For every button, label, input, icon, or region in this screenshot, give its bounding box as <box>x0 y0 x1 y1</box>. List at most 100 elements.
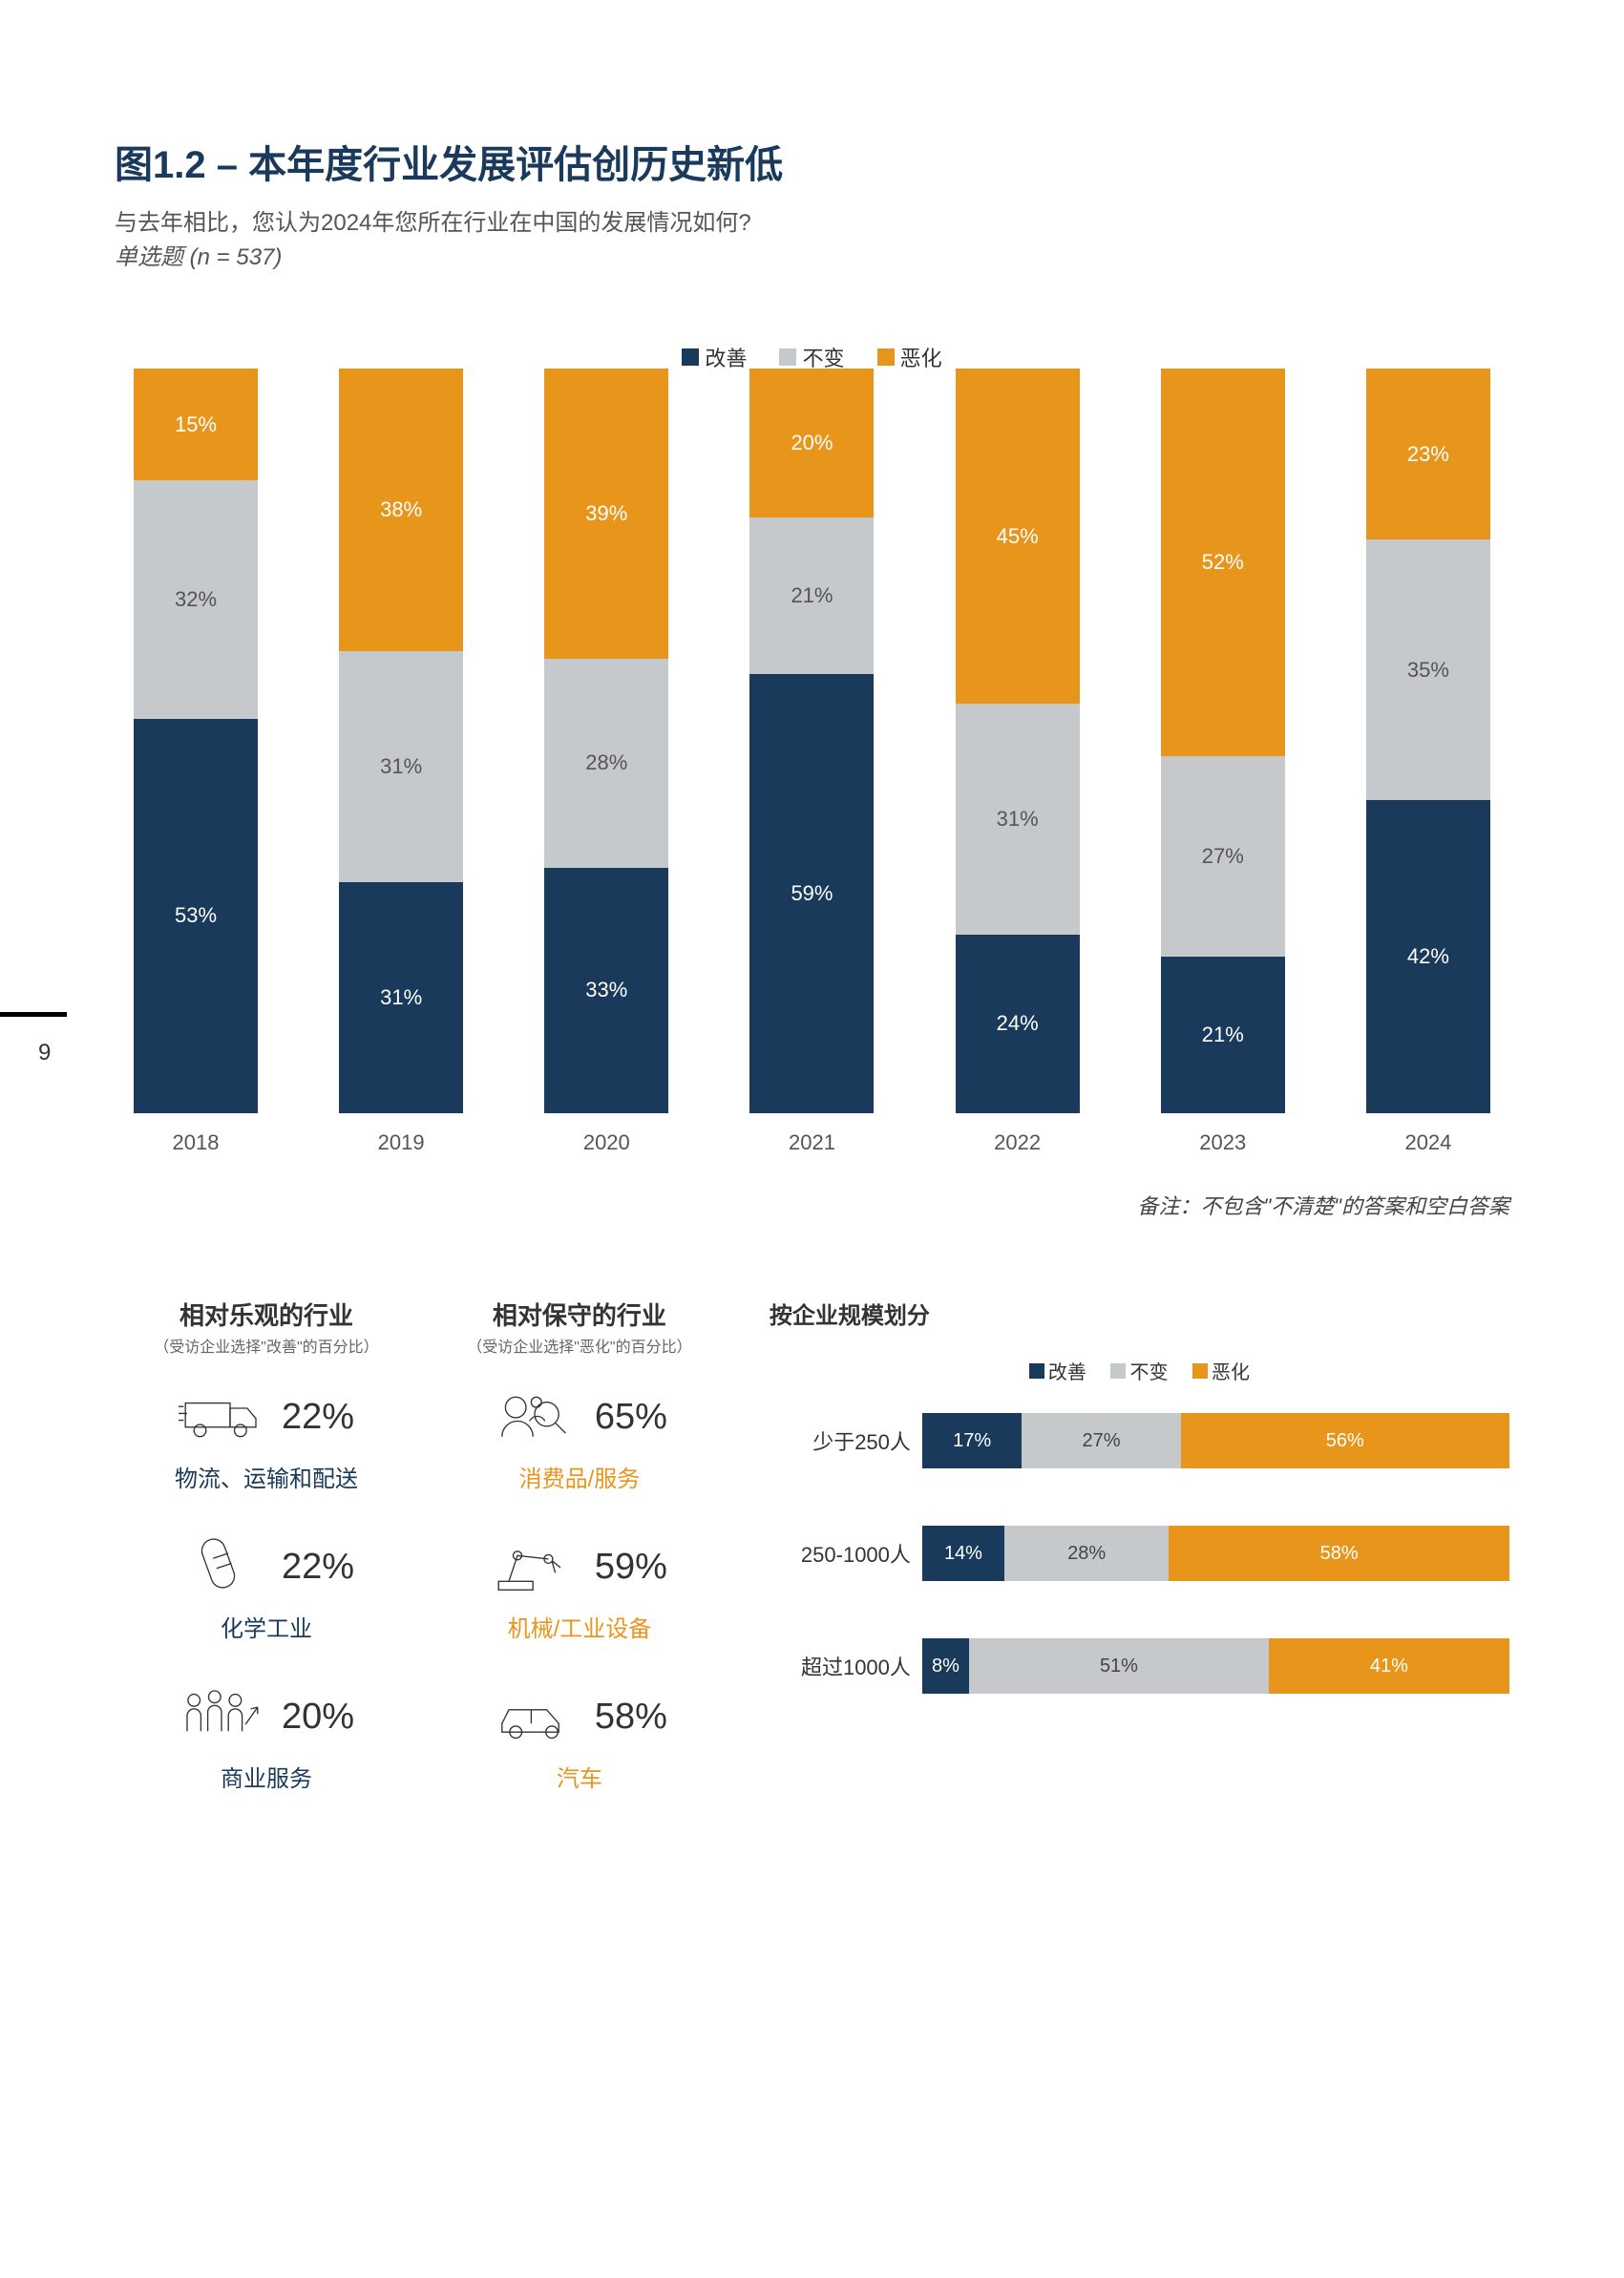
bar-year-label: 2019 <box>378 1130 425 1155</box>
bar-year-label: 2021 <box>789 1130 835 1155</box>
bar-segment: 45% <box>956 369 1080 704</box>
consumer-icon <box>492 1383 578 1450</box>
size-bar: 17%27%56% <box>922 1413 1509 1468</box>
bar-segment: 53% <box>134 719 258 1113</box>
size-bar-row: 250-1000人14%28%58% <box>770 1526 1509 1581</box>
industry-label: 商业服务 <box>115 1760 418 1793</box>
size-bar-segment: 51% <box>969 1638 1269 1694</box>
truck-icon <box>179 1383 264 1450</box>
bar-segment: 28% <box>544 659 668 867</box>
bar-column: 31%31%38%2019 <box>339 369 463 1155</box>
industry-percentage: 22% <box>282 1547 354 1588</box>
size-bar: 8%51%41% <box>922 1638 1509 1694</box>
bar-stack: 24%31%45% <box>956 369 1080 1113</box>
industry-label: 化学工业 <box>115 1610 418 1643</box>
conservative-subtitle: （受访企业选择"恶化"的百分比） <box>428 1334 731 1357</box>
industry-label: 消费品/服务 <box>428 1460 731 1493</box>
optimistic-subtitle: （受访企业选择"改善"的百分比） <box>115 1334 418 1357</box>
legend-improve-swatch <box>682 348 699 366</box>
bar-column: 59%21%20% 2021 <box>749 369 874 1155</box>
bar-stack: 21%27%52% <box>1161 369 1285 1113</box>
size-bar-segment: 41% <box>1269 1638 1509 1694</box>
legend-worse-swatch <box>877 348 895 366</box>
industry-label: 机械/工业设备 <box>428 1610 731 1643</box>
size-bar-row: 少于250人17%27%56% <box>770 1413 1509 1468</box>
bar-stack: 59%21%20% <box>749 369 874 1113</box>
industry-percentage: 22% <box>282 1397 354 1438</box>
bar-year-label: 2023 <box>1199 1130 1246 1155</box>
industry-percentage: 59% <box>595 1547 667 1588</box>
bar-stack: 42%35%23% <box>1366 369 1490 1113</box>
subtitle-meta: 单选题 (n = 537) <box>115 244 282 270</box>
page-number-rule <box>0 1012 67 1017</box>
people-growth-icon <box>179 1683 264 1750</box>
size-bar-row: 超过1000人8%51%41% <box>770 1638 1509 1694</box>
bar-column: 42%35%23% 2024 <box>1366 369 1490 1155</box>
bar-segment: 23% <box>1366 369 1490 539</box>
bar-year-label: 2022 <box>994 1130 1041 1155</box>
page-number: 9 <box>0 1040 67 1066</box>
report-page: 9 图1.2 – 本年度行业发展评估创历史新低 与去年相比，您认为2024年您所… <box>0 0 1624 2278</box>
size-bar-segment: 17% <box>922 1413 1023 1468</box>
company-size-chart: 按企业规模划分 改善 不变 恶化 少于250人17%27%56% 250-1000… <box>770 1297 1509 1833</box>
bar-year-label: 2024 <box>1404 1130 1451 1155</box>
industry-item: 65% 消费品/服务 <box>428 1383 731 1493</box>
size-row-label: 超过1000人 <box>770 1651 922 1681</box>
bar-year-label: 2020 <box>583 1130 630 1155</box>
industry-item: 59% 机械/工业设备 <box>428 1533 731 1643</box>
bar-segment: 24% <box>956 935 1080 1113</box>
bar-segment: 21% <box>1161 957 1285 1113</box>
size-row-label: 少于250人 <box>770 1425 922 1456</box>
bar-segment: 31% <box>956 704 1080 935</box>
bar-segment: 31% <box>339 882 463 1113</box>
lower-section: 相对乐观的行业 （受访企业选择"改善"的百分比） 22% 物流、运输和配送 22% 化… <box>115 1297 1509 1833</box>
flask-icon <box>179 1533 264 1600</box>
size-chart-title: 按企业规模划分 <box>770 1297 1509 1330</box>
size-row-label: 250-1000人 <box>770 1538 922 1569</box>
car-icon <box>492 1683 578 1750</box>
bar-stack: 53%32%15% <box>134 369 258 1113</box>
bar-segment: 33% <box>544 868 668 1113</box>
industry-label: 物流、运输和配送 <box>115 1460 418 1493</box>
legend-worse: 恶化 <box>877 342 942 372</box>
bar-segment: 27% <box>1161 756 1285 958</box>
figure-title: 图1.2 – 本年度行业发展评估创历史新低 <box>115 134 1509 189</box>
legend-same: 不变 <box>1110 1357 1168 1384</box>
bar-segment: 21% <box>749 517 874 674</box>
bar-segment: 15% <box>134 369 258 480</box>
stacked-bar-chart: 改善 不变 恶化 53%32%15%201831%31%38%201933%28… <box>115 342 1509 1220</box>
robot-arm-icon <box>492 1533 578 1600</box>
bar-year-label: 2018 <box>173 1130 220 1155</box>
bar-segment: 52% <box>1161 369 1285 756</box>
bar-column: 21%27%52% 2023 <box>1161 369 1285 1155</box>
industry-item: 58% 汽车 <box>428 1683 731 1793</box>
industry-percentage: 20% <box>282 1697 354 1738</box>
bar-segment: 32% <box>134 480 258 719</box>
legend-same-swatch <box>779 348 796 366</box>
bar-segment: 31% <box>339 651 463 882</box>
conservative-column: 相对保守的行业 （受访企业选择"恶化"的百分比） 65%消费品/服务59%机械/… <box>428 1297 731 1833</box>
bar-segment: 42% <box>1366 800 1490 1113</box>
size-bar-segment: 56% <box>1181 1413 1509 1468</box>
size-bar-segment: 58% <box>1169 1526 1509 1581</box>
optimistic-title: 相对乐观的行业 <box>115 1297 418 1332</box>
industry-percentage: 65% <box>595 1397 667 1438</box>
chart-footnote: 备注：不包含"不清楚"的答案和空白答案 <box>115 1190 1509 1220</box>
legend-improve: 改善 <box>682 342 747 372</box>
industry-percentage: 58% <box>595 1697 667 1738</box>
industry-label: 汽车 <box>428 1760 731 1793</box>
size-bar-segment: 28% <box>1004 1526 1169 1581</box>
figure-subtitle: 与去年相比，您认为2024年您所在行业在中国的发展情况如何? 单选题 (n = … <box>115 206 1509 275</box>
size-bar: 14%28%58% <box>922 1526 1509 1581</box>
bar-segment: 38% <box>339 369 463 651</box>
bar-stack: 33%28%39% <box>544 369 668 1113</box>
size-bar-segment: 8% <box>922 1638 969 1694</box>
optimistic-column: 相对乐观的行业 （受访企业选择"改善"的百分比） 22% 物流、运输和配送 22% 化… <box>115 1297 418 1833</box>
bar-stack: 31%31%38% <box>339 369 463 1113</box>
size-bar-segment: 14% <box>922 1526 1004 1581</box>
legend-improve: 改善 <box>1029 1357 1086 1384</box>
page-number-marker: 9 <box>0 1012 67 1066</box>
bar-segment: 39% <box>544 369 668 659</box>
size-chart-legend: 改善 不变 恶化 <box>770 1357 1509 1384</box>
industry-item: 22% 物流、运输和配送 <box>115 1383 418 1493</box>
